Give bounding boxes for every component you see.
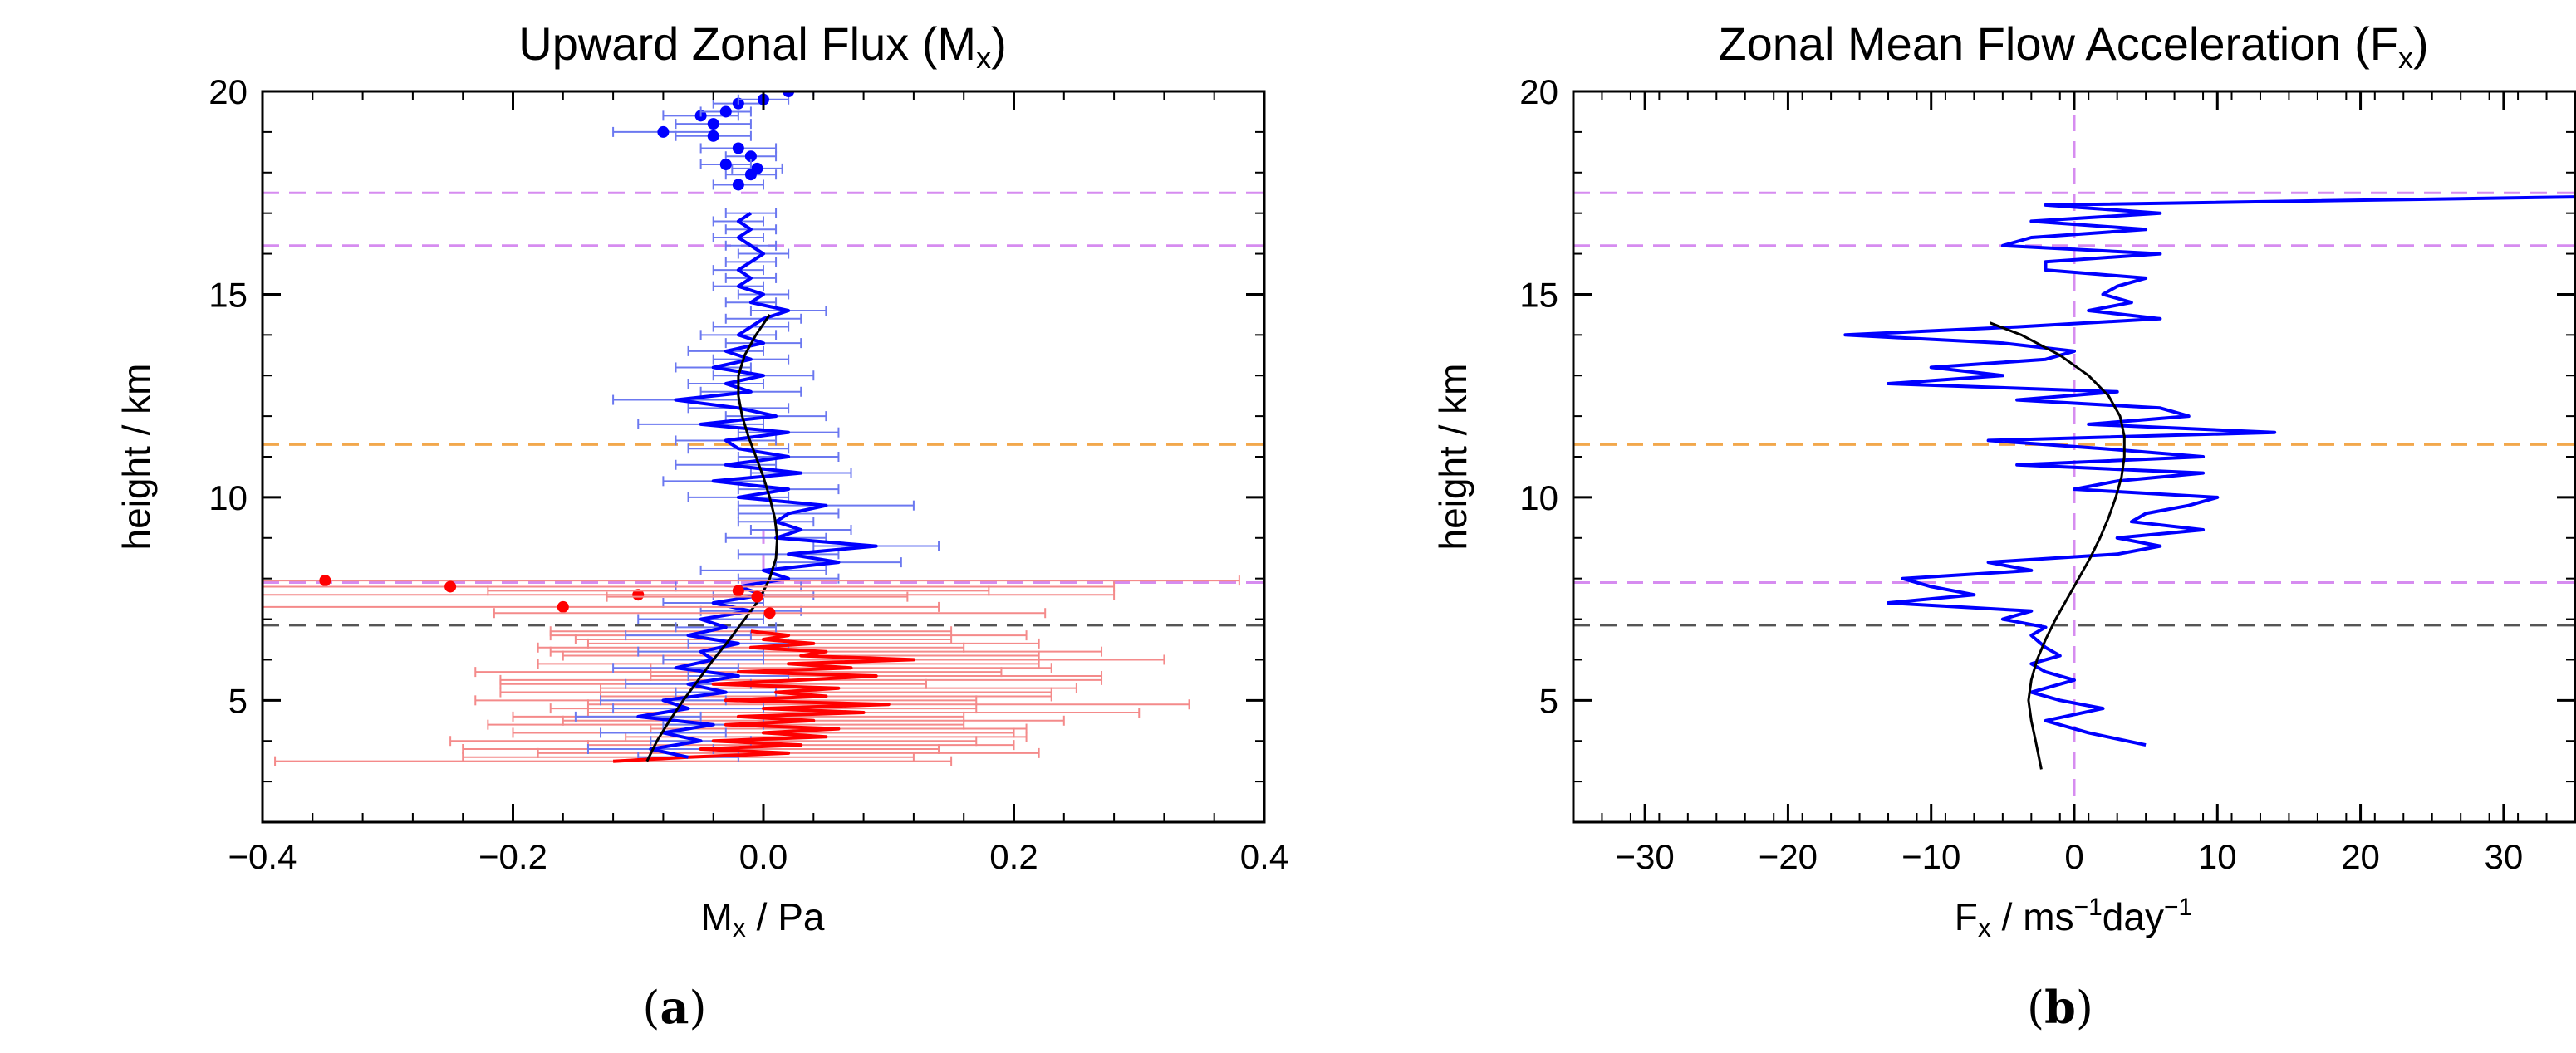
y-tick-label: 10 [209,478,248,517]
y-tick-label: 5 [228,681,248,720]
panel-b-caption: (b) [2027,981,2093,1034]
blue-point [719,105,732,118]
blue-point [744,169,757,181]
red-point [444,580,457,593]
red-point [732,585,744,597]
y-tick-label: 5 [1539,681,1558,720]
blue-point [732,179,744,191]
panel-a-title: Upward Zonal Flux (Mx) [518,17,1006,75]
x-tick-label: 0 [2064,837,2083,876]
panel-b-title: Zonal Mean Flow Acceleration (Fx) [1718,17,2428,75]
panel-a-axes-ticks: −0.4 −0.2 0.0 0.2 0.4 5 10 15 20 [209,72,1288,876]
panel-b-xlabel: Fx / ms−1day−1 [1955,894,2192,943]
x-tick-label: 0.4 [1240,837,1288,876]
blue-point [783,91,795,97]
red-point [632,589,645,601]
panel-a-plot-area [263,91,1240,766]
red-point [319,575,331,587]
black-fit-line [1989,321,2126,770]
x-tick-label: 0.2 [989,837,1038,876]
y-tick-label: 10 [1519,478,1558,517]
x-tick-label: 10 [2198,837,2237,876]
panel-a: Upward Zonal Flux (Mx) −0.4 −0.2 0.0 0.2 0.4… [115,17,1288,1034]
blue-point [732,142,744,154]
x-tick-label: 30 [2484,837,2523,876]
panel-b: Zonal Mean Flow Acceleration (Fx) −30 −20… [1431,17,2576,1034]
panel-b-axes-ticks: −30 −20 −10 0 10 20 30 5 10 15 20 [1519,72,2576,876]
panel-a-ylabel: height / km [115,364,158,551]
y-tick-label: 20 [1519,72,1558,111]
y-tick-label: 20 [209,72,248,111]
y-tick-label: 15 [209,275,248,314]
panel-a-xlabel: Mx / Pa [701,895,825,943]
red-point [751,590,763,603]
blue-profile-line [636,212,878,759]
x-tick-label: −0.4 [228,837,297,876]
x-tick-label: −20 [1759,837,1818,876]
red-point [557,600,569,613]
panel-a-caption: (a) [642,981,706,1034]
panel-a-reference-lines [263,191,1264,627]
x-tick-label: −0.2 [478,837,547,876]
x-tick-label: −10 [1901,837,1960,876]
panel-b-reference-lines [1573,91,2575,822]
red-profile-line [612,629,915,763]
blue-point [719,159,732,170]
panel-b-plot-area [1843,195,2575,770]
red-point [763,607,776,620]
y-tick-label: 15 [1519,275,1558,314]
x-tick-label: −30 [1616,837,1675,876]
blue-point [744,150,757,163]
blue-profile-line [1843,195,2575,747]
blue-point [657,125,670,138]
blue-point [707,118,719,130]
blue-point [707,130,719,142]
x-tick-label: 0.0 [739,837,788,876]
black-fit-line [645,314,779,762]
x-tick-label: 20 [2341,837,2380,876]
panel-b-ylabel: height / km [1431,364,1474,551]
